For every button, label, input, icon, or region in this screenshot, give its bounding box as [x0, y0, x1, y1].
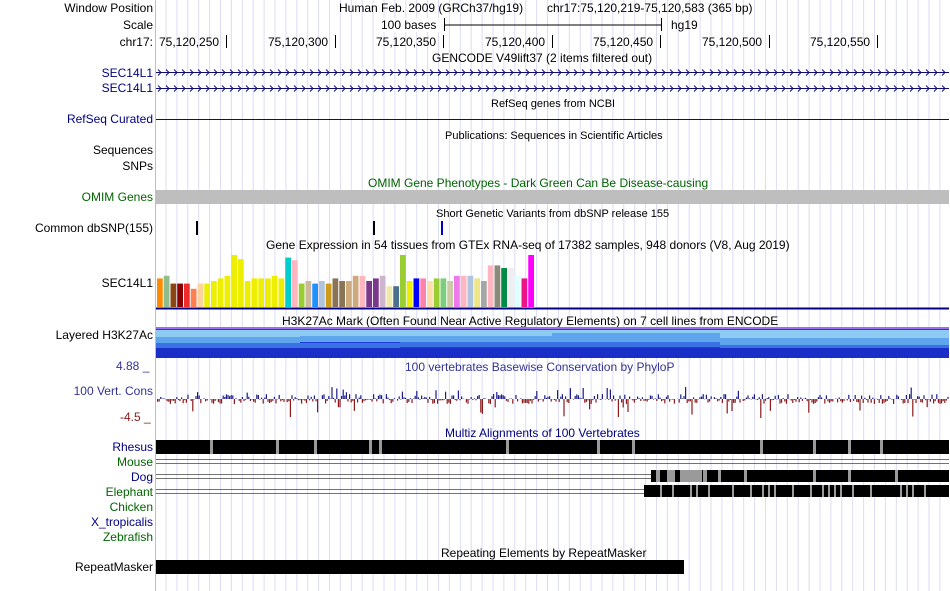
chrom-label: chr17: — [119, 35, 153, 49]
scale-label: Scale — [122, 18, 153, 32]
gencode-item-2-label[interactable]: SEC14L1 — [101, 81, 153, 95]
ruler-tick-label: 75,120,450 — [593, 35, 654, 49]
rmsk-track-title[interactable]: Repeating Elements by RepeatMasker — [441, 546, 647, 560]
cons-max-label: 4.88 _ — [116, 359, 150, 373]
h3k27ac-track-title[interactable]: H3K27Ac Mark (Often Found Near Active Re… — [282, 314, 779, 328]
gtex-track-title[interactable]: Gene Expression in 54 tissues from GTEx … — [266, 238, 790, 252]
species-chicken-label[interactable]: Chicken — [109, 500, 153, 514]
gencode-item-1-label[interactable]: SEC14L1 — [101, 66, 153, 80]
cons-label[interactable]: 100 Vert. Cons — [73, 384, 153, 398]
ruler-tick-label: 75,120,250 — [159, 35, 220, 49]
refseq-track-title[interactable]: RefSeq genes from NCBI — [491, 98, 616, 110]
species-xtropicalis-label[interactable]: X_tropicalis — [90, 515, 153, 529]
h3k27ac-label[interactable]: Layered H3K27Ac — [55, 328, 153, 342]
ruler-tick-label: 75,120,350 — [376, 35, 437, 49]
ruler-tick-label: 75,120,550 — [810, 35, 871, 49]
omim-track-title[interactable]: OMIM Gene Phenotypes - Dark Green Can Be… — [368, 176, 709, 190]
refseq-label[interactable]: RefSeq Curated — [66, 112, 153, 126]
publications-track-title[interactable]: Publications: Sequences in Scientific Ar… — [445, 130, 663, 142]
cons-track-title[interactable]: 100 vertebrates Basewise Conservation by… — [405, 360, 675, 374]
window-position-label: Window Position — [64, 1, 153, 15]
species-rhesus-label[interactable]: Rhesus — [112, 440, 153, 454]
scale-text: 100 bases — [381, 18, 440, 32]
multiz-track-title[interactable]: Multiz Alignments of 100 Vertebrates — [445, 426, 640, 440]
ruler-tick-label: 75,120,300 — [268, 35, 329, 49]
species-zebrafish-label[interactable]: Zebrafish — [102, 530, 153, 544]
species-elephant-label[interactable]: Elephant — [105, 485, 153, 499]
assembly-name: Human Feb. 2009 (GRCh37/hg19) — [339, 1, 524, 15]
db-name: hg19 — [671, 18, 698, 32]
ruler-tick-label: 75,120,400 — [485, 35, 546, 49]
species-dog-label[interactable]: Dog — [130, 470, 153, 484]
cons-min-label: -4.5 _ — [120, 410, 151, 424]
dbsnp-label[interactable]: Common dbSNP(155) — [34, 221, 153, 235]
gencode-track-title[interactable]: GENCODE V49lift37 (2 items filtered out) — [432, 51, 653, 65]
publications-sequences-label[interactable]: Sequences — [92, 143, 153, 157]
ruler-tick-label: 75,120,500 — [702, 35, 763, 49]
publications-snps-label[interactable]: SNPs — [122, 159, 153, 173]
position-readout[interactable]: chr17:75,120,219-75,120,583 (365 bp) — [547, 1, 753, 15]
rmsk-label[interactable]: RepeatMasker — [74, 560, 153, 574]
species-mouse-label[interactable]: Mouse — [116, 455, 153, 469]
gtex-label[interactable]: SEC14L1 — [101, 276, 153, 290]
omim-label[interactable]: OMIM Genes — [81, 190, 153, 204]
dbsnp-track-title[interactable]: Short Genetic Variants from dbSNP releas… — [436, 208, 670, 220]
